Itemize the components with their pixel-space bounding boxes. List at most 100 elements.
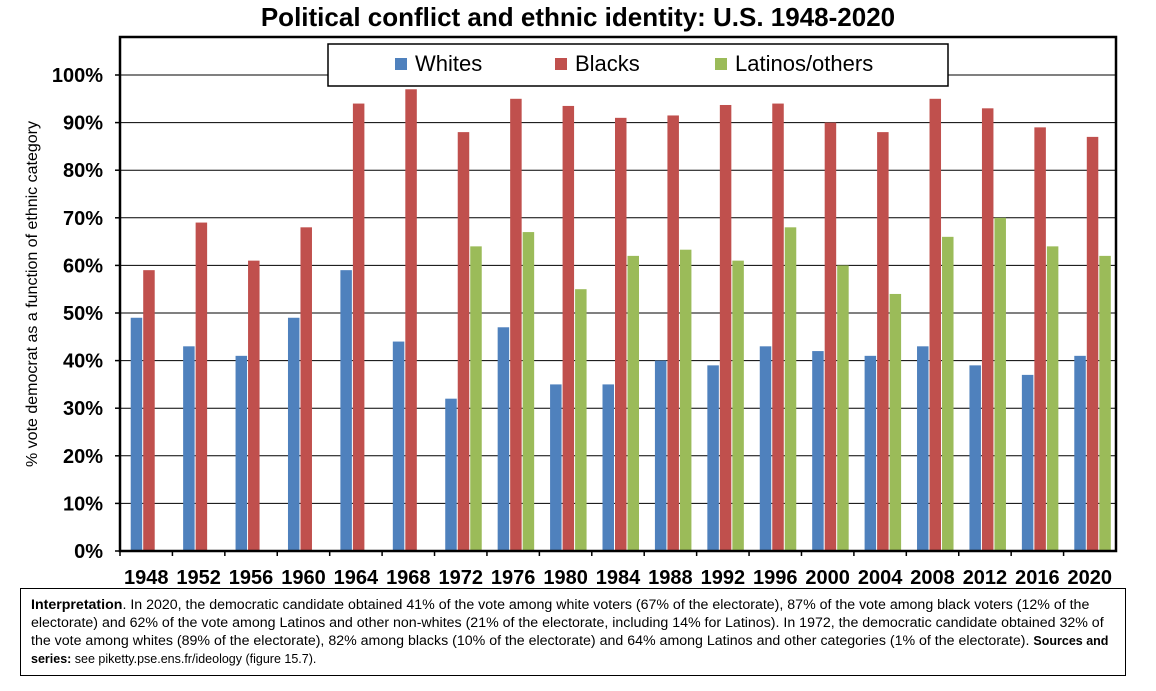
bar-latinos-others-1992 <box>732 260 744 551</box>
bar-whites-1980 <box>550 384 562 551</box>
bar-blacks-1992 <box>719 104 732 551</box>
bar-latinos-others-1996 <box>784 227 797 551</box>
bar-whites-1956 <box>235 355 248 551</box>
bar-blacks-1952 <box>195 222 208 551</box>
x-tick-label: 1992 <box>701 567 746 588</box>
legend-swatch <box>555 58 567 70</box>
y-tick-label: 0% <box>74 541 103 563</box>
x-tick-label: 2020 <box>1068 567 1113 588</box>
bar-chart: 0%10%20%30%40%50%60%70%80%90%100% 1948 19… <box>24 35 1118 588</box>
bar-whites-1972 <box>445 398 457 551</box>
bar-whites-1952 <box>183 346 195 551</box>
x-tick-label: 1956 <box>229 567 274 588</box>
sources-text: see piketty.pse.ens.fr/ideology (figure … <box>71 652 317 666</box>
x-tick-label: 2008 <box>910 567 955 588</box>
x-tick-label: 1964 <box>334 567 379 588</box>
bar-whites-2016 <box>1021 374 1034 551</box>
legend-label: Latinos/others <box>735 51 873 76</box>
bar-latinos-others-2016 <box>1046 246 1059 552</box>
bar-blacks-1988 <box>667 115 679 552</box>
plot-frame <box>118 35 1118 553</box>
y-tick-label: 60% <box>63 255 103 277</box>
bar-whites-2004 <box>864 355 877 551</box>
bar-blacks-1948 <box>143 270 155 551</box>
bar-blacks-1956 <box>248 260 260 551</box>
legend: Whites Blacks Latinos/others <box>327 43 949 87</box>
x-axis-ticks: 1948 1952 1956 1960 1964 1968 1972 1976 1980 1984… <box>119 551 1113 588</box>
bar-latinos-others-1976 <box>522 232 535 551</box>
bar-latinos-others-1980 <box>575 289 587 551</box>
x-tick-label: 1972 <box>438 567 483 588</box>
bar-whites-1964 <box>340 270 352 551</box>
bar-whites-1988 <box>654 360 667 551</box>
bar-latinos-others-2004 <box>889 293 902 551</box>
sources-label: Sources and series: <box>31 634 1109 666</box>
x-tick-label: 2016 <box>1015 567 1060 588</box>
bar-latinos-others-2000 <box>837 265 849 551</box>
bar-blacks-2000 <box>824 122 837 551</box>
y-tick-label: 90% <box>63 113 103 135</box>
bar-blacks-1968 <box>405 89 417 551</box>
bar-latinos-others-2020 <box>1099 255 1111 551</box>
bar-latinos-others-1988 <box>679 249 692 551</box>
y-tick-label: 20% <box>63 446 103 468</box>
y-tick-label: 40% <box>63 351 103 373</box>
bar-latinos-others-2008 <box>942 236 954 551</box>
note-label: Interpretation <box>31 597 123 613</box>
y-tick-label: 10% <box>63 493 103 515</box>
bar-whites-1996 <box>759 346 772 551</box>
legend-label: Whites <box>415 51 482 76</box>
x-tick-label: 1976 <box>491 567 536 588</box>
y-tick-label: 50% <box>63 303 103 325</box>
legend-box <box>327 43 949 87</box>
x-tick-label: 1996 <box>753 567 798 588</box>
legend-label: Blacks <box>575 51 640 76</box>
bar-blacks-2008 <box>929 98 942 552</box>
bar-blacks-1980 <box>562 105 575 551</box>
x-tick-label: 2012 <box>963 567 1008 588</box>
bar-latinos-others-1984 <box>627 255 639 551</box>
interpretation-note: Interpretation. In 2020, the democratic … <box>20 588 1126 676</box>
bar-latinos-others-2012 <box>994 217 1006 552</box>
x-tick-label: 1960 <box>281 567 326 588</box>
bar-blacks-1972 <box>457 132 470 551</box>
bars <box>130 89 1111 552</box>
chart-title: Political conflict and ethnic identity: … <box>260 2 896 32</box>
bar-blacks-2004 <box>877 132 889 551</box>
y-tick-label: 70% <box>63 208 103 230</box>
x-tick-label: 2004 <box>858 567 903 588</box>
y-axis-label: % vote democrat as a function of ethnic … <box>24 121 41 467</box>
bar-blacks-1964 <box>352 103 365 551</box>
y-axis-ticks: 0% 10% 20% 30% 40% 50% 60% 70% 80% 90% 100% <box>52 65 120 563</box>
note-text: . In 2020, the democratic candidate obta… <box>31 597 1104 649</box>
x-tick-label: 1968 <box>386 567 431 588</box>
bar-blacks-2020 <box>1086 136 1099 551</box>
bar-whites-1976 <box>497 327 510 551</box>
bar-whites-1960 <box>287 317 300 551</box>
y-tick-label: 30% <box>63 398 103 420</box>
y-tick-label: 100% <box>52 65 103 87</box>
bar-blacks-1996 <box>772 103 784 551</box>
bar-whites-2012 <box>969 365 981 551</box>
x-tick-label: 1984 <box>596 567 641 588</box>
bar-blacks-1960 <box>300 227 312 551</box>
x-tick-label: 1980 <box>543 567 588 588</box>
y-tick-label: 80% <box>63 160 103 182</box>
bar-whites-1984 <box>602 384 614 551</box>
bar-whites-2020 <box>1074 355 1086 551</box>
x-tick-label: 1948 <box>124 567 169 588</box>
bar-latinos-others-1972 <box>470 246 482 552</box>
legend-swatch <box>715 58 727 70</box>
bar-blacks-2012 <box>981 108 994 551</box>
x-tick-label: 1988 <box>648 567 693 588</box>
bar-blacks-1984 <box>615 117 627 551</box>
bar-whites-1948 <box>130 317 143 551</box>
bar-blacks-2016 <box>1034 127 1046 552</box>
bar-whites-1968 <box>392 341 405 551</box>
x-tick-label: 1952 <box>176 567 221 588</box>
bar-blacks-1976 <box>510 98 522 552</box>
bar-whites-1992 <box>707 365 719 551</box>
bar-whites-2008 <box>917 346 929 551</box>
x-tick-label: 2000 <box>805 567 850 588</box>
legend-swatch <box>395 58 407 70</box>
